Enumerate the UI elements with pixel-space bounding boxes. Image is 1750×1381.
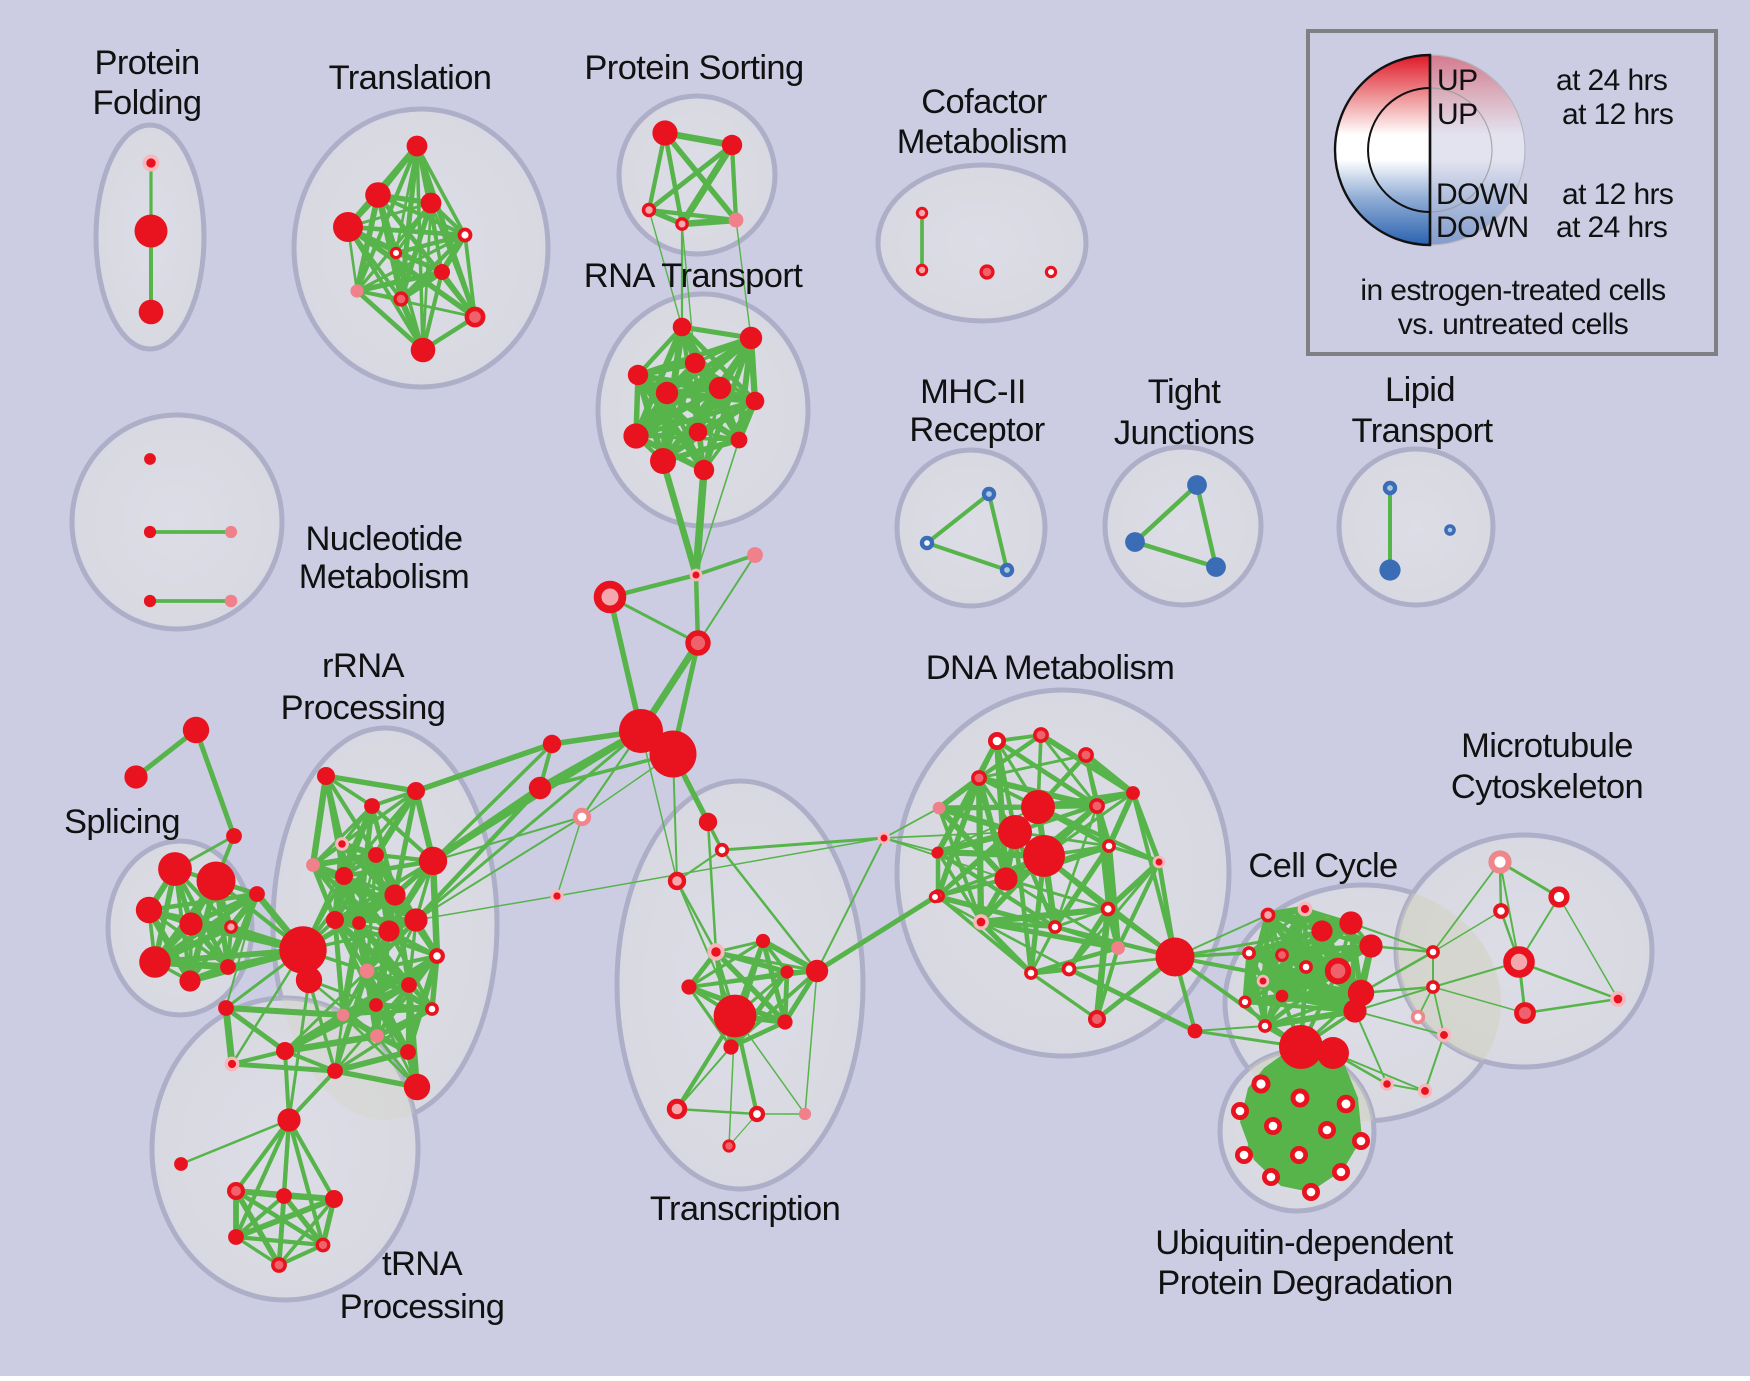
svg-text:UP: UP xyxy=(1437,98,1477,131)
svg-text:Cytoskeleton: Cytoskeleton xyxy=(1451,768,1643,806)
svg-text:Metabolism: Metabolism xyxy=(299,558,469,596)
svg-text:Cofactor: Cofactor xyxy=(921,83,1047,121)
svg-text:Junctions: Junctions xyxy=(1114,414,1254,452)
svg-text:Processing: Processing xyxy=(281,689,446,727)
svg-text:at 12 hrs: at 12 hrs xyxy=(1562,98,1673,131)
svg-text:vs. untreated cells: vs. untreated cells xyxy=(1398,308,1628,341)
svg-text:Receptor: Receptor xyxy=(909,411,1044,449)
svg-text:Ubiquitin-dependent: Ubiquitin-dependent xyxy=(1155,1224,1453,1262)
svg-text:at 24 hrs: at 24 hrs xyxy=(1556,211,1667,244)
svg-text:Protein: Protein xyxy=(94,44,199,82)
svg-text:Transport: Transport xyxy=(1352,412,1494,450)
svg-text:tRNA: tRNA xyxy=(382,1245,463,1283)
svg-text:Nucleotide: Nucleotide xyxy=(305,520,462,558)
svg-text:at 24 hrs: at 24 hrs xyxy=(1556,64,1667,97)
svg-text:Transcription: Transcription xyxy=(650,1190,840,1228)
svg-text:at 12 hrs: at 12 hrs xyxy=(1562,178,1673,211)
svg-text:Tight: Tight xyxy=(1148,373,1221,411)
svg-text:Folding: Folding xyxy=(93,84,202,122)
svg-text:MHC-II: MHC-II xyxy=(920,373,1026,411)
svg-text:Processing: Processing xyxy=(340,1288,505,1326)
svg-text:in estrogen-treated cells: in estrogen-treated cells xyxy=(1360,274,1665,307)
svg-text:Protein Sorting: Protein Sorting xyxy=(584,49,803,87)
svg-text:Metabolism: Metabolism xyxy=(897,123,1067,161)
svg-text:Microtubule: Microtubule xyxy=(1461,727,1633,765)
svg-text:DNA Metabolism: DNA Metabolism xyxy=(926,649,1175,687)
svg-text:DOWN: DOWN xyxy=(1436,211,1529,244)
svg-text:rRNA: rRNA xyxy=(322,647,405,685)
svg-text:Cell Cycle: Cell Cycle xyxy=(1248,847,1397,885)
svg-text:Protein Degradation: Protein Degradation xyxy=(1157,1264,1452,1302)
svg-text:Translation: Translation xyxy=(329,59,492,97)
svg-text:RNA Transport: RNA Transport xyxy=(584,257,803,295)
svg-text:Lipid: Lipid xyxy=(1385,371,1455,409)
svg-text:UP: UP xyxy=(1437,64,1477,97)
svg-text:DOWN: DOWN xyxy=(1436,178,1529,211)
svg-text:Splicing: Splicing xyxy=(64,803,180,841)
